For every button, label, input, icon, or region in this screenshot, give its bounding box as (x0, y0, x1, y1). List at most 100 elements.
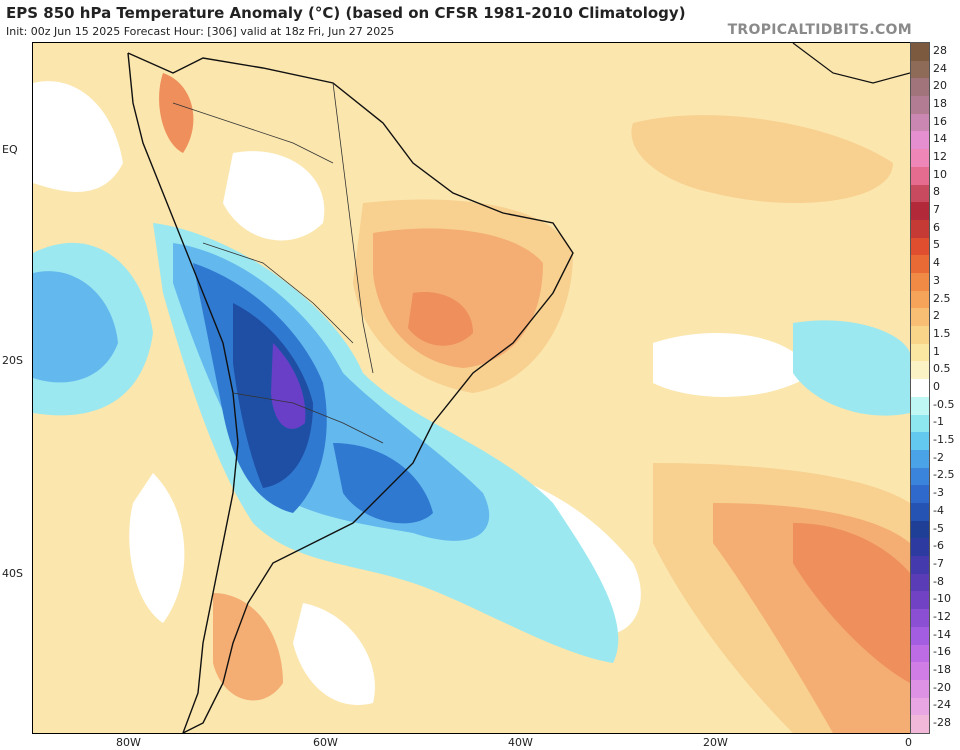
color-scale-cell (911, 715, 929, 734)
color-scale-label: 0.5 (933, 362, 951, 376)
cold-region-continental-core (271, 343, 306, 429)
color-scale-label: -10 (933, 592, 951, 606)
color-scale-label: -1 (933, 415, 944, 429)
color-scale-cell (911, 520, 929, 539)
color-scale-label: 4 (933, 256, 940, 270)
warm-region-atlantic-south-core (793, 523, 910, 683)
map-title: EPS 850 hPa Temperature Anomaly (°C) (ba… (6, 4, 686, 22)
color-scale-label: -1.5 (933, 433, 955, 447)
color-scale-cell (911, 591, 929, 610)
map-subtitle: Init: 00z Jun 15 2025 Forecast Hour: [30… (6, 25, 395, 38)
color-scale-cell (911, 131, 929, 150)
warm-region-patagonia (213, 593, 283, 701)
color-scale-label: -0.5 (933, 397, 955, 411)
color-scale-cell (911, 414, 929, 433)
color-scale-cell (911, 361, 929, 380)
color-scale-cell (911, 255, 929, 274)
color-scale-label: -8 (933, 574, 944, 588)
neutral-region-amazon (223, 151, 325, 241)
color-scale-cell (911, 326, 929, 345)
color-scale-cell (911, 149, 929, 168)
color-scale-cell (911, 113, 929, 132)
color-scale-label: -28 (933, 716, 951, 730)
color-scale-cell (911, 432, 929, 451)
border-line-central (202, 242, 354, 344)
color-scale-label: 1.5 (933, 326, 951, 340)
color-scale-cell (911, 78, 929, 97)
color-scale-label: -16 (933, 645, 951, 659)
color-scale-cell (911, 237, 929, 256)
warm-region-colombia (159, 73, 194, 153)
warm-region-brazil-hotspot (408, 292, 473, 346)
color-scale-label: 0 (933, 380, 940, 393)
color-scale-cell (911, 485, 929, 504)
color-scale-cell (911, 396, 929, 416)
color-scale-cell (911, 626, 929, 646)
color-scale-label: -2 (933, 450, 944, 464)
color-scale-cell (911, 290, 929, 309)
neutral-region-patagonia-sea (293, 603, 375, 705)
color-scale-label: 2 (933, 309, 940, 323)
color-scale-bar (910, 42, 930, 734)
color-scale-cell (911, 219, 929, 239)
color-scale-cell (911, 202, 929, 221)
color-scale-cell (911, 379, 929, 398)
color-scale-label: -2.5 (933, 468, 955, 482)
color-scale-label: -7 (933, 556, 944, 570)
color-scale-cell (911, 184, 929, 203)
color-scale-cell (911, 644, 929, 663)
color-scale-label: 5 (933, 238, 940, 252)
color-scale-cell (911, 609, 929, 628)
color-scale-cell (911, 43, 929, 62)
color-scale-label: -4 (933, 503, 944, 517)
color-scale-cell (911, 538, 929, 557)
color-scale-label: 3 (933, 273, 940, 287)
color-scale-label: -6 (933, 539, 944, 553)
color-scale-label: -14 (933, 627, 951, 641)
coastline-africa (792, 43, 910, 84)
color-scale-cell (911, 679, 929, 699)
color-scale-label: 7 (933, 203, 940, 217)
cold-region-pacific-core (33, 271, 118, 383)
color-scale-cell (911, 273, 929, 292)
color-scale-label: -20 (933, 680, 951, 694)
lon-label-80w: 80W (116, 736, 141, 749)
lon-label-60w: 60W (313, 736, 338, 749)
color-scale-cell (911, 573, 929, 592)
color-scale-cell (911, 556, 929, 575)
neutral-region-pacific-north (33, 81, 123, 192)
color-scale-cell (911, 60, 929, 79)
color-scale-label: -24 (933, 698, 951, 712)
color-scale-cell (911, 308, 929, 327)
lat-label-20s: 20S (2, 354, 23, 367)
color-scale-cell (911, 166, 929, 186)
color-scale-label: 24 (933, 61, 947, 75)
color-scale-label: 6 (933, 220, 940, 234)
color-scale-cell (911, 662, 929, 681)
color-scale-label: -5 (933, 521, 944, 535)
color-scale-cell (911, 503, 929, 522)
color-scale-label: 16 (933, 114, 947, 128)
map-canvas (33, 43, 910, 733)
color-scale-label: 8 (933, 185, 940, 199)
lon-label-0: 0 (905, 736, 912, 749)
color-scale-label: -18 (933, 663, 951, 677)
color-scale-label: 12 (933, 150, 947, 163)
color-scale-label: 10 (933, 167, 947, 181)
color-scale-cell (911, 449, 929, 469)
lat-label-eq: EQ (2, 143, 18, 156)
lon-label-40w: 40W (508, 736, 533, 749)
lat-label-40s: 40S (2, 567, 23, 580)
color-scale-label: 28 (933, 43, 947, 57)
neutral-region-pacific-south (129, 473, 185, 623)
color-scale-label: 18 (933, 96, 947, 110)
site-brand: TROPICALTIDBITS.COM (727, 22, 912, 38)
color-scale-cell (911, 697, 929, 716)
border-line-brazil-west (332, 82, 374, 374)
color-scale-label: 2.5 (933, 291, 951, 305)
neutral-region-atlantic-mid (653, 333, 813, 397)
cold-region-uruguay (333, 443, 433, 524)
map-panel (32, 42, 911, 734)
border-line-south (232, 392, 384, 444)
color-scale-cell (911, 467, 929, 486)
